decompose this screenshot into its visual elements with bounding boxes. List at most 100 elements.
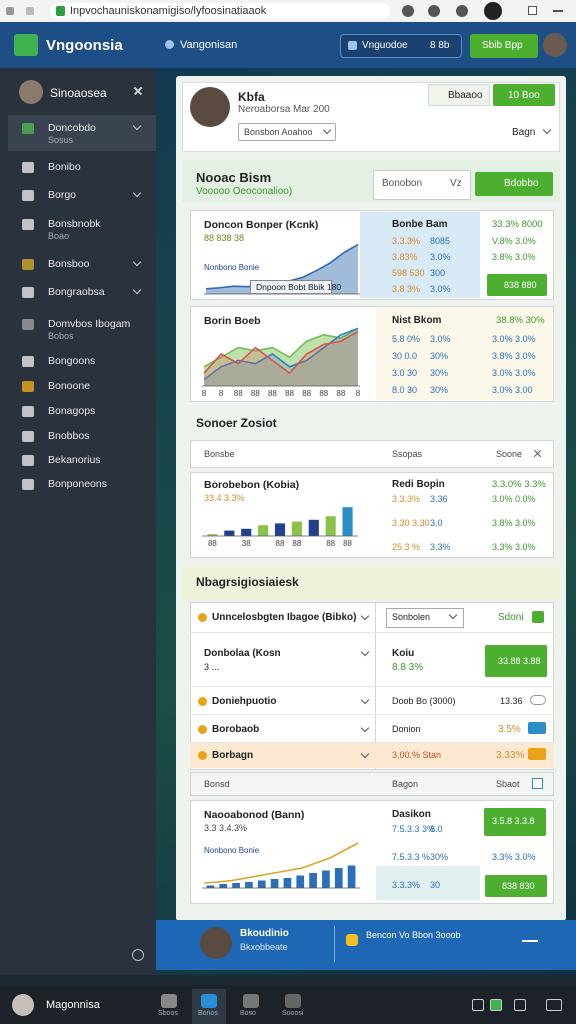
sidebar-icon (22, 162, 34, 173)
sidebar (0, 68, 156, 975)
taskbar-label[interactable]: Bonos (198, 1010, 218, 1017)
side-value: 3.3% 3.0% (492, 542, 536, 552)
taskbar-icon[interactable] (285, 994, 301, 1008)
cta-button[interactable] (470, 34, 538, 58)
section-input[interactable] (373, 170, 471, 200)
close-icon (553, 10, 563, 12)
sidebar-user: Sinoaosea (50, 86, 107, 100)
series-line (203, 842, 359, 884)
sidebar-item[interactable]: Bonagops (48, 405, 96, 417)
sidebar-item[interactable]: Bonoone (48, 380, 91, 392)
expand-icon (532, 778, 543, 789)
taskbar-icon[interactable] (161, 994, 177, 1008)
sidebar-item-sub: Bobos (48, 331, 74, 341)
side-value: 30% (430, 351, 449, 361)
taskbar-icon[interactable] (243, 994, 259, 1008)
avatar (190, 87, 230, 127)
secondary-button[interactable] (428, 84, 490, 106)
side-value: 3.30 3.30 (392, 518, 430, 528)
card (190, 472, 554, 558)
side-value: 3.0 30 (392, 368, 418, 378)
sidebar-item[interactable]: Bonsboo (48, 258, 90, 270)
tray-icon[interactable] (472, 999, 484, 1011)
tray-icon[interactable] (546, 999, 562, 1011)
toggle-icon[interactable] (530, 695, 546, 705)
url-bar[interactable] (50, 3, 390, 19)
taskbar-label[interactable]: Boso (240, 1010, 256, 1017)
search-button[interactable] (340, 34, 462, 58)
column-header[interactable]: Soone (496, 449, 523, 459)
section-button[interactable] (475, 172, 553, 196)
location-icon (165, 40, 174, 49)
card-button-label: 838 880 (504, 280, 537, 290)
window-icon (528, 6, 537, 15)
menu-icon[interactable] (522, 940, 538, 942)
taskbar-label[interactable]: Sooosi (282, 1010, 304, 1017)
side-value: 8.0 30 (392, 385, 418, 395)
column-header[interactable]: Bonsbe (204, 449, 235, 459)
side-title: Nist Bkom (392, 315, 442, 326)
sidebar-item[interactable]: Bonibo (48, 161, 81, 173)
series-line (203, 327, 359, 368)
column-header[interactable]: Bagon (392, 779, 419, 789)
footer-sub: Bkxobbeate (240, 942, 288, 952)
list-label[interactable]: Doniehpuotio (212, 696, 277, 707)
sidebar-item[interactable]: Bongoons (48, 355, 96, 367)
tray-icon[interactable] (514, 999, 526, 1011)
card-button[interactable] (484, 808, 546, 836)
sidebar-item[interactable]: Bekanorius (48, 454, 101, 466)
sidebar-item[interactable]: Bonponeons (48, 478, 107, 490)
chart-caption-box (250, 280, 332, 294)
sidebar-item[interactable]: Borgo (48, 189, 77, 201)
x-tick-label: 88 (276, 539, 285, 548)
card-title: Borin Boeb (204, 315, 261, 327)
column-header[interactable]: Ssopas (392, 449, 423, 459)
sidebar-item[interactable]: Domvbos Ibogam (48, 318, 131, 330)
column-header[interactable]: Bonsd (204, 779, 230, 789)
forward-icon[interactable] (26, 7, 34, 15)
list-button[interactable] (485, 645, 547, 677)
list-label[interactable]: Donbolaa (Kosn (204, 648, 281, 659)
side-value: 3.3.3% (392, 236, 421, 246)
series-line (203, 330, 359, 375)
bar (270, 879, 279, 888)
side-value: 3.8% 3.0% (492, 351, 536, 361)
list-row-highlight (190, 742, 554, 768)
taskbar-icon[interactable] (201, 994, 217, 1008)
list-label[interactable]: Borbagn (212, 750, 254, 761)
x-tick-label: 38 (242, 539, 251, 548)
location: Vangonisan (180, 39, 238, 51)
back-icon[interactable] (6, 7, 14, 15)
info-icon (346, 934, 358, 946)
sidebar-icon (22, 455, 34, 466)
sidebar-item[interactable]: Bonsbnobk (48, 218, 101, 230)
profile-menu[interactable]: Bagn (512, 127, 536, 138)
card-side (376, 866, 480, 900)
tray-icon[interactable] (490, 999, 502, 1011)
logo-icon (14, 34, 38, 56)
side-value: 3.83% (392, 252, 418, 262)
column-header[interactable]: Sbaot (496, 779, 520, 789)
card-button[interactable] (485, 875, 547, 897)
toolbar-icon (456, 5, 468, 17)
sidebar-item[interactable]: Bongraobsa (48, 286, 105, 298)
side-value: 8085 (430, 236, 451, 246)
list-label[interactable]: Unncelosbgten Ibagoe (Bibko) (212, 612, 357, 623)
primary-button[interactable] (493, 84, 555, 106)
sidebar-icon (22, 431, 34, 442)
list-select[interactable] (386, 608, 464, 628)
sidebar-item[interactable]: Bnobbos (48, 430, 90, 442)
bar (325, 516, 336, 536)
list-right-title: Koiu (392, 648, 415, 659)
list-label[interactable]: Borobaob (212, 724, 260, 735)
card-button[interactable] (487, 274, 547, 296)
side-value: 3.0% (430, 284, 451, 294)
footer-info: Bencon Vo Bbon 3ooob (366, 930, 461, 940)
sidebar-item[interactable]: Doncobdo (48, 122, 96, 134)
badge-icon (528, 748, 546, 760)
taskbar-label[interactable]: Sboos (158, 1010, 178, 1017)
list-icon (198, 725, 207, 734)
list-value: 3.33% (496, 750, 525, 761)
x-tick-label: 88 (326, 539, 335, 548)
profile-select[interactable] (238, 123, 336, 141)
